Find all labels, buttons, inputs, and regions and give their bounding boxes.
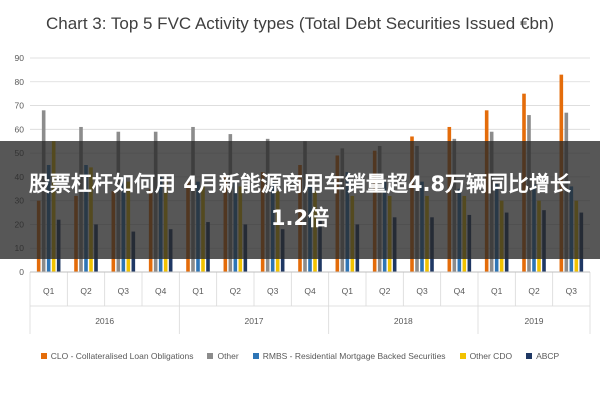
x-tick-label: Q1 [342,286,354,296]
chart-legend: CLO - Collateralised Loan Obligations Oth… [0,351,600,361]
legend-item: Other [207,351,239,361]
legend-label: ABCP [536,351,560,361]
legend-swatch [459,353,466,359]
x-tick-label: Q1 [192,286,204,296]
legend-item: RMBS - Residential Mortgage Backed Secur… [252,351,446,361]
x-tick-label: Q1 [491,286,503,296]
y-tick-label: 70 [15,101,25,111]
x-tick-label: Q3 [416,286,428,296]
legend-swatch [40,353,47,359]
x-tick-label: Q3 [566,286,578,296]
legend-swatch [252,353,259,359]
x-tick-label: Q2 [230,286,242,296]
legend-label: Other [217,351,239,361]
chart-title: Chart 3: Top 5 FVC Activity types (Total… [45,14,555,33]
year-label: 2016 [95,316,114,326]
headline-text[interactable]: 股票杠杆如何用 4月新能源商用车销量超4.8万辆同比增长1.2倍 [28,172,572,230]
x-tick-label: Q2 [379,286,391,296]
legend-swatch [526,353,533,359]
y-tick-label: 60 [15,124,25,134]
x-tick-label: Q3 [118,286,130,296]
legend-label: CLO - Collateralised Loan Obligations [50,351,194,361]
legend-label: RMBS - Residential Mortgage Backed Secur… [262,351,446,361]
legend-item: CLO - Collateralised Loan Obligations [40,351,194,361]
legend-swatch [207,353,214,359]
x-tick-label: Q2 [528,286,540,296]
year-label: 2018 [394,316,413,326]
legend-item: ABCP [526,351,559,361]
y-tick-label: 80 [15,77,25,87]
headline-banner[interactable]: 股票杠杆如何用 4月新能源商用车销量超4.8万辆同比增长1.2倍 [0,141,600,259]
x-tick-label: Q4 [155,286,167,296]
legend-label: Other CDO [469,351,513,361]
x-tick-label: Q2 [80,286,92,296]
x-tick-label: Q1 [43,286,55,296]
x-tick-label: Q4 [304,286,316,296]
y-tick-label: 90 [15,53,25,63]
y-tick-label: 0 [19,267,24,277]
x-tick-label: Q4 [454,286,466,296]
year-label: 2017 [245,316,264,326]
x-tick-label: Q3 [267,286,279,296]
legend-item: Other CDO [459,351,513,361]
year-label: 2019 [525,316,544,326]
